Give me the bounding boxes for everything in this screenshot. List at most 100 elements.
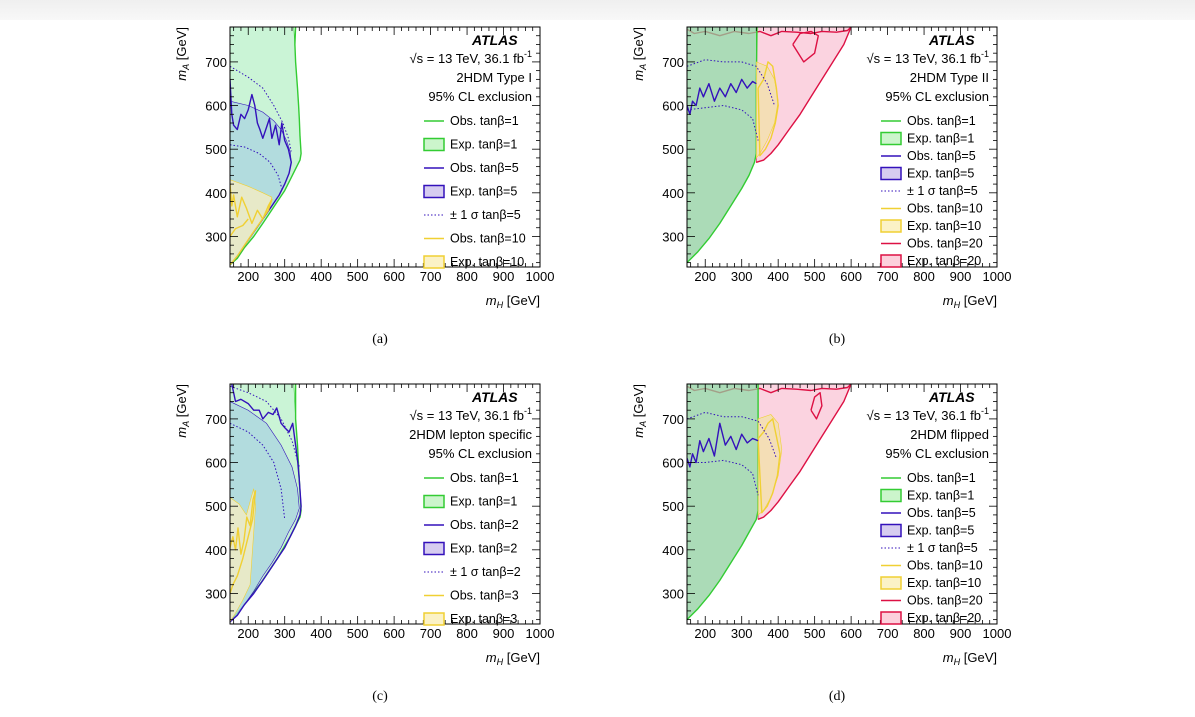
lumi-unit-superscript: -1 (981, 406, 989, 416)
series-exp-tan-10 (757, 414, 783, 516)
legend-entry: Exp. tanβ=1 (423, 495, 517, 509)
legend-entry: Obs. tanβ=20 (881, 237, 983, 251)
series-obs-tan-2 (230, 384, 302, 623)
legend-swatch-box (880, 166, 902, 181)
x-tick-label: 1000 (983, 269, 1012, 284)
x-tick-label: 900 (493, 626, 515, 641)
series-1-tan-5-lower (687, 459, 759, 496)
exclusion-label: 95% CL exclusion (885, 446, 989, 461)
x-tick-label: 800 (913, 269, 935, 284)
x-tick-label: 300 (274, 626, 296, 641)
panel-caption: (d) (829, 689, 846, 704)
y-axis-label-subscript: A (638, 64, 648, 71)
x-tick-label: 700 (877, 269, 899, 284)
legend-label: Obs. tanβ=5 (907, 149, 976, 163)
energy-lumi-text: √s = 13 TeV, 36.1 fb (410, 408, 524, 423)
y-tick-label: 300 (662, 586, 684, 601)
x-tick-label: 600 (383, 269, 405, 284)
x-tick-label: 300 (274, 269, 296, 284)
legend-label: Obs. tanβ=20 (907, 237, 983, 251)
energy-lumi-label: √s = 13 TeV, 36.1 fb-1 (410, 49, 533, 66)
y-axis-label-symbol: m (631, 427, 646, 438)
x-tick-label: 200 (237, 626, 259, 641)
plot-frame (229, 383, 541, 625)
plot-area (230, 27, 302, 266)
energy-lumi-label: √s = 13 TeV, 36.1 fb-1 (867, 406, 990, 423)
x-axis-label-unit: [GeV] (960, 293, 997, 308)
panel-caption: (b) (829, 332, 846, 347)
x-tick-label: 1000 (526, 626, 555, 641)
y-axis-label-subscript: A (181, 64, 191, 71)
legend-label: Exp. tanβ=5 (907, 524, 974, 538)
plot-area (687, 27, 852, 264)
x-tick-label: 600 (840, 626, 862, 641)
series-obs-tan-1 (230, 27, 302, 266)
y-axis-label-symbol: m (174, 427, 189, 438)
series-obs-tan-20-island (810, 392, 823, 420)
energy-lumi-text: √s = 13 TeV, 36.1 fb (410, 51, 524, 66)
legend-label: Exp. tanβ=5 (450, 185, 517, 199)
legend-entry: Obs. tanβ=5 (881, 506, 976, 520)
y-tick-label: 600 (205, 456, 227, 471)
legend-entry: Obs. tanβ=2 (424, 518, 519, 532)
legend-entry: Obs. tanβ=10 (881, 559, 983, 573)
legend-label: Obs. tanβ=5 (450, 161, 519, 175)
legend-entry: Exp. tanβ=10 (423, 255, 524, 269)
y-axis-label-symbol: m (174, 70, 189, 81)
y-axis-label: mA [GeV] (174, 27, 191, 81)
legend-swatch-box (880, 254, 902, 268)
window-top-bar (0, 0, 1195, 20)
x-tick-label: 1000 (983, 626, 1012, 641)
exclusion-label: 95% CL exclusion (428, 446, 532, 461)
x-tick-label: 1000 (526, 269, 555, 284)
x-tick-label: 400 (767, 269, 789, 284)
y-axis-label-unit: [GeV] (174, 384, 189, 421)
y-tick-label: 700 (205, 55, 227, 70)
experiment-label: ATLAS (471, 32, 518, 48)
experiment-label: ATLAS (471, 389, 518, 405)
plot-area (230, 384, 302, 623)
legend-swatch-box (880, 611, 902, 625)
experiment-label: ATLAS (928, 32, 975, 48)
legend-entry: Exp. tanβ=1 (880, 488, 974, 503)
lumi-unit-superscript: -1 (524, 49, 532, 59)
x-tick-label: 600 (840, 269, 862, 284)
legend-label: Obs. tanβ=1 (907, 114, 976, 128)
legend-label: Exp. tanβ=10 (907, 219, 981, 233)
legend-swatch-box (880, 488, 902, 503)
x-tick-label: 700 (420, 626, 442, 641)
energy-lumi-label: √s = 13 TeV, 36.1 fb-1 (410, 406, 533, 423)
legend-swatch-box (423, 612, 445, 626)
legend-entry: Obs. tanβ=10 (881, 202, 983, 216)
series-obs-tan-10 (757, 61, 779, 157)
legend-entry: Exp. tanβ=2 (423, 542, 517, 556)
y-tick-label: 500 (205, 142, 227, 157)
legend-label: Exp. tanβ=1 (450, 138, 517, 152)
legend-label: Obs. tanβ=5 (907, 506, 976, 520)
x-tick-label: 400 (310, 269, 332, 284)
lumi-unit-superscript: -1 (524, 406, 532, 416)
x-axis-label-unit: [GeV] (503, 293, 540, 308)
x-axis-label-subscript: H (497, 657, 504, 667)
chart-panel-b: 200 300 400 500 600 700 800 900 1000 300 400 500 600… (631, 26, 1012, 347)
plot-frame (686, 383, 998, 625)
x-tick-label: 200 (237, 269, 259, 284)
legend-label: Exp. tanβ=10 (450, 255, 524, 269)
legend-label: Obs. tanβ=20 (907, 594, 983, 608)
legend-label: Obs. tanβ=3 (450, 589, 519, 603)
series-obs-tan-5 (230, 79, 292, 266)
legend-entry: ± 1 σ tanβ=2 (424, 565, 521, 579)
series-exp-tan-10-low (230, 218, 249, 237)
legend-entry: Exp. tanβ=10 (880, 576, 981, 590)
legend-entry: Exp. tanβ=20 (880, 611, 981, 625)
legend-label: ± 1 σ tanβ=5 (450, 208, 521, 222)
panel-caption: (a) (372, 332, 388, 347)
series-obs-tan-20-edge (757, 384, 852, 520)
x-axis-label-symbol: m (943, 650, 954, 665)
model-label: 2HDM Type I (456, 70, 532, 85)
legend-entry: Exp. tanβ=1 (880, 132, 974, 146)
series-obs-tan-10 (757, 418, 781, 514)
y-axis-label: mA [GeV] (631, 27, 648, 81)
x-axis-label-symbol: m (486, 650, 497, 665)
